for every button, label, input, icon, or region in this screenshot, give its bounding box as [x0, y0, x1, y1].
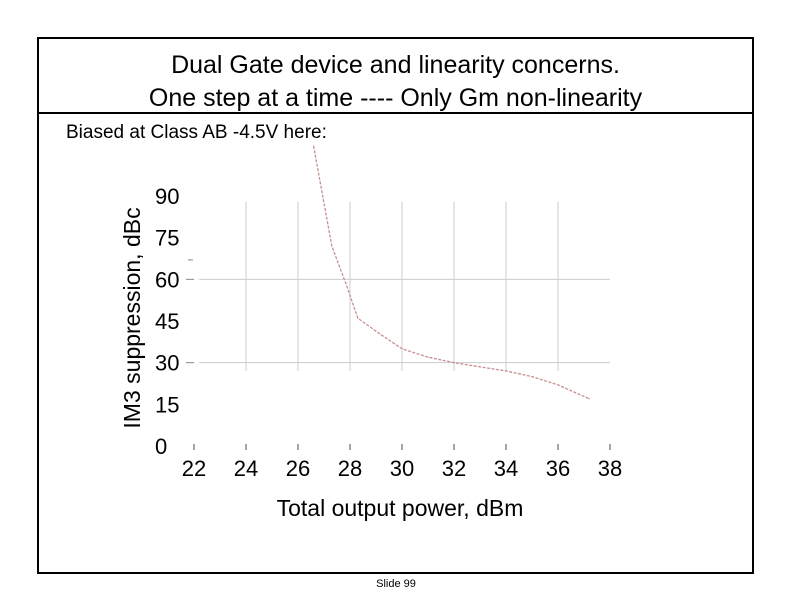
y-tick-label: 90 [155, 184, 179, 209]
x-tick-label: 28 [338, 456, 362, 481]
x-axis-label: Total output power, dBm [277, 495, 524, 521]
grid-layer [199, 201, 610, 371]
im3-data-point [453, 362, 455, 364]
im3-data-point [588, 398, 590, 400]
x-tick-label: 32 [442, 456, 466, 481]
series-layer [312, 145, 590, 400]
im3-data-point [331, 245, 333, 247]
bias-note: Biased at Class AB -4.5V here: [66, 122, 327, 143]
x-tick-label: 38 [598, 456, 622, 481]
im3-data-point [531, 375, 533, 378]
title-box: Dual Gate device and linearity concerns.… [37, 37, 754, 114]
im3-series-line [312, 145, 590, 400]
x-tick-label: 36 [546, 456, 570, 481]
y-tick-label: 15 [155, 392, 179, 417]
im3-data-point [380, 334, 382, 336]
y-axis-label: IM3 suppression, dBc [119, 207, 145, 428]
im3-data-point [479, 366, 481, 368]
x-tick-label: 22 [182, 456, 206, 481]
label-layer: 22 24 26 28 30 32 34 36 38 0 15 30 45 60 75 90 Total out… [119, 184, 622, 521]
x-tick-label: 24 [234, 456, 258, 481]
y-tick-label: 45 [155, 309, 179, 334]
im3-data-point [401, 348, 403, 350]
y-tick-label: 30 [155, 351, 179, 376]
x-tick-label: 34 [494, 456, 518, 481]
im3-data-point [313, 145, 315, 147]
y-tick-label: 60 [155, 267, 179, 292]
slide-title-line2: One step at a time ---- Only Gm non-line… [148, 84, 643, 112]
y-tick-label: 0 [155, 434, 167, 459]
slide-number: Slide 99 [376, 578, 416, 590]
slide-frame [37, 37, 754, 574]
im3-data-point [427, 356, 429, 358]
im3-data-point [346, 287, 348, 289]
tick-layer [186, 259, 611, 450]
im3-data-point [357, 317, 359, 319]
slide-title-line1: Dual Gate device and linearity concerns. [171, 51, 620, 79]
y-tick-label: 75 [155, 226, 179, 251]
x-tick-label: 26 [286, 456, 310, 481]
slide-content: Dual Gate device and linearity concerns.… [37, 37, 754, 574]
x-tick-label: 30 [390, 456, 414, 481]
im3-data-point [557, 384, 559, 386]
im3-data-point [505, 370, 507, 372]
